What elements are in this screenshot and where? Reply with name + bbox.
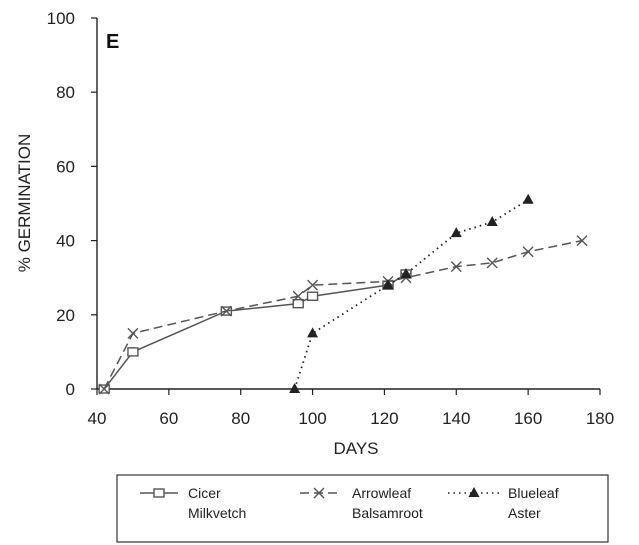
y-tick-label: 100 [47, 9, 75, 28]
data-point [522, 246, 534, 258]
legend-label: Blueleaf [508, 485, 559, 501]
data-point [306, 291, 319, 301]
x-tick-label: 140 [442, 409, 470, 428]
legend-swatch-marker [153, 488, 165, 498]
data-point [307, 279, 319, 291]
y-axis-title: % GERMINATION [15, 134, 34, 273]
y-tick-label: 60 [56, 157, 75, 176]
data-point [382, 279, 394, 290]
data-point [450, 261, 462, 273]
legend-entry-1: Arrowleaf Balsamroot [300, 485, 423, 521]
marker-cross-stroke [576, 235, 588, 247]
series-2 [289, 193, 534, 393]
series-layer [98, 193, 588, 395]
x-axis-title: DAYS [333, 439, 378, 458]
data-point [486, 216, 498, 227]
marker-cross-stroke [292, 290, 304, 302]
marker-cross-stroke [313, 487, 325, 499]
data-point [400, 267, 412, 278]
data-point [98, 383, 110, 395]
x-tick-label: 180 [586, 409, 614, 428]
data-point [522, 193, 534, 204]
legend-entry-2: Blueleaf Aster [448, 485, 559, 521]
y-tick-label: 40 [56, 232, 75, 251]
data-point [289, 383, 301, 393]
panel-label: E [106, 31, 119, 53]
legend: Cicer Milkvetch Arrowleaf Balsamroot Bluelea… [116, 474, 609, 543]
y-tick-label: 80 [56, 83, 75, 102]
data-point [307, 327, 319, 338]
data-point [220, 305, 232, 317]
series-line [103, 273, 407, 390]
marker-cross-stroke [220, 305, 232, 317]
legend-label: Balsamroot [352, 505, 423, 521]
legend-swatch-marker [313, 487, 325, 499]
marker-cross-stroke [127, 327, 139, 339]
legend-label: Milkvetch [188, 505, 246, 521]
legend-label: Arrowleaf [352, 485, 411, 501]
legend-swatch-marker [468, 487, 480, 497]
series-0 [98, 269, 412, 394]
data-point [450, 227, 462, 238]
legend-entry-0: Cicer Milkvetch [140, 485, 246, 521]
data-point [292, 290, 304, 302]
marker-cross-stroke [486, 257, 498, 269]
x-tick-label: 60 [159, 409, 178, 428]
marker-cross-stroke [450, 261, 462, 273]
x-tick-label: 80 [231, 409, 250, 428]
x-tick-label: 160 [514, 409, 542, 428]
legend-label: Aster [508, 505, 541, 521]
marker-cross-stroke [307, 279, 319, 291]
y-tick-label: 0 [66, 380, 75, 399]
marker-cross-stroke [98, 383, 110, 395]
x-tick-label: 40 [88, 409, 107, 428]
marker-cross-stroke [522, 246, 534, 258]
legend-box [116, 474, 609, 543]
y-tick-label: 20 [56, 306, 75, 325]
data-point [486, 257, 498, 269]
data-point [576, 235, 588, 247]
data-point [127, 327, 139, 339]
x-tick-label: 120 [370, 409, 398, 428]
legend-label: Cicer [188, 485, 221, 501]
data-point [127, 347, 139, 357]
data-point [292, 298, 304, 309]
x-tick-label: 100 [298, 409, 326, 428]
axes: 40 60 80 100 120 140 160 180 0 20 40 60 80 100 [47, 9, 615, 428]
